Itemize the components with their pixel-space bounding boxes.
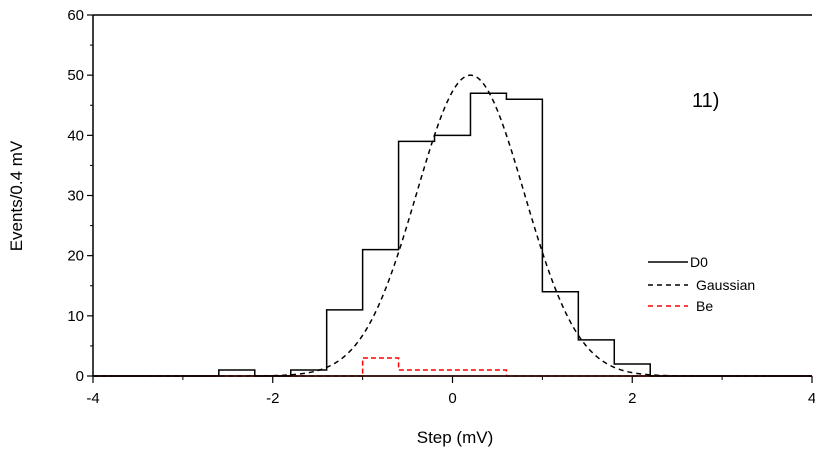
x-tick-label: 2 (628, 390, 636, 407)
legend-label-gaussian: Gaussian (696, 277, 755, 293)
y-tick-label: 0 (76, 368, 84, 385)
legend: D0 Gaussian Be (648, 254, 755, 314)
y-tick-label: 50 (67, 67, 84, 84)
y-tick-label: 10 (67, 308, 84, 325)
series-group (93, 74, 812, 377)
y-tick-label: 20 (67, 248, 84, 265)
y-axis-label: Events/0.4 mV (7, 140, 26, 251)
panel-annotation: 11) (692, 90, 719, 112)
x-tick-label: -2 (266, 390, 279, 407)
y-ticks: 0 10 20 30 40 50 60 (67, 7, 93, 385)
legend-label-be: Be (696, 298, 713, 314)
x-tick-label: 4 (808, 390, 815, 407)
x-tick-label: 0 (448, 390, 456, 407)
legend-label-d0: D0 (690, 254, 708, 270)
series-gaussian-curve (93, 74, 812, 377)
y-tick-label: 40 (67, 127, 84, 144)
series-be-step (93, 357, 812, 377)
x-ticks: -4 -2 0 2 4 (86, 376, 815, 407)
y-tick-label: 30 (67, 188, 84, 205)
x-tick-label: -4 (86, 390, 99, 407)
x-axis-label: Step (mV) (417, 428, 494, 447)
y-tick-label: 60 (67, 7, 84, 24)
series-d0-step (93, 92, 812, 377)
plot-axes (92, 14, 812, 376)
